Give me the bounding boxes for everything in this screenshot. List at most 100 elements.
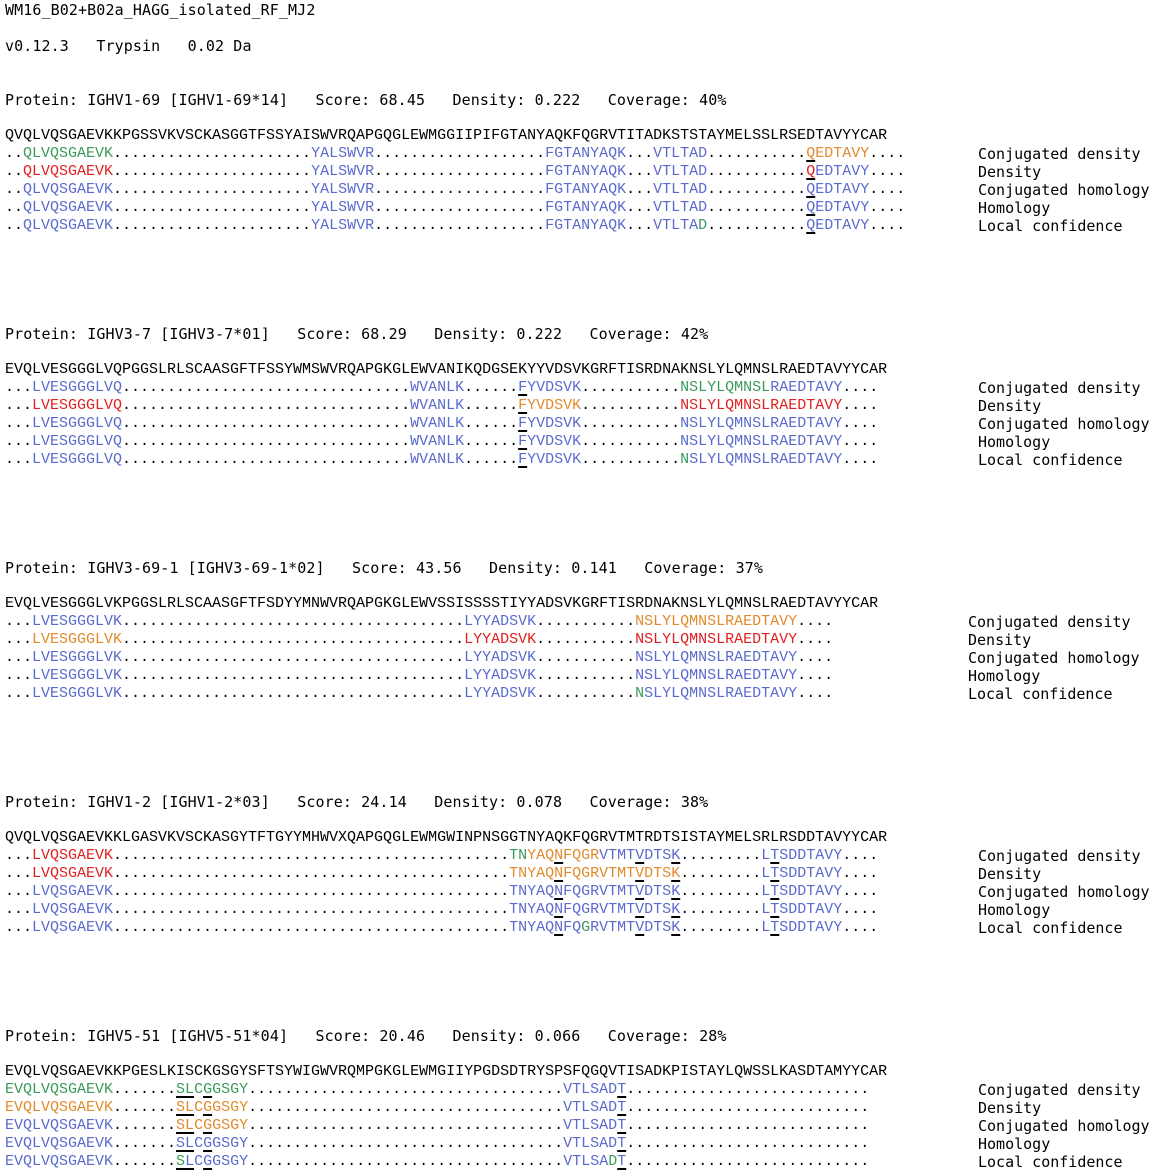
enzyme-label: Trypsin (96, 37, 161, 55)
track-label: Conjugated density (978, 145, 1141, 163)
peptide-segment: LVQSGAEVK (32, 847, 114, 864)
gap-segment: ... (626, 199, 654, 216)
gap-segment: ... (5, 379, 33, 396)
gap-segment: ................................ (122, 433, 411, 450)
peptide-segment: YVDSVK (527, 415, 582, 432)
peptide-segment: NSLYLQMNSL (635, 613, 726, 630)
peptide-segment: LYYADSVK (464, 649, 537, 666)
gap-segment: ........................................… (113, 919, 510, 936)
peptide-segment: C (194, 1099, 204, 1116)
peptide-segment: YALSWVR (311, 181, 375, 198)
protein-name: IGHV5-51 (87, 1027, 161, 1045)
peptide-segment: FQGRVTMT (563, 901, 636, 918)
peptide-segment: C (194, 1135, 204, 1152)
track-label: Density (978, 163, 1042, 181)
peptide-segment: G (581, 919, 591, 936)
peptide-segment: L (761, 919, 771, 936)
peptide-segment: FQGRVTMT (563, 865, 636, 882)
gap-segment: .... (869, 181, 906, 198)
peptide-segment: YVDSVK (527, 433, 582, 450)
protein-label: Protein: (5, 793, 79, 811)
gap-segment: ... (5, 901, 33, 918)
protein-density: 0.222 (534, 91, 581, 109)
gap-segment: ...................................... (122, 631, 465, 648)
score-label: Score: (315, 91, 371, 109)
reference-sequence: EVQLVQSGAEVKKPGESLKISCKGSGYSFTSYWIGWVRQM… (5, 1063, 888, 1080)
alignment-track: ...LVQSGAEVK............................… (5, 847, 878, 865)
peptide-segment: FQGRVTMT (563, 883, 636, 900)
peptide-segment: LVESGGGLVK (32, 685, 123, 702)
peptide-segment: DTS (644, 847, 672, 864)
peptide-segment: TNYAQ (509, 919, 555, 936)
peptide-segment: WVANLK (410, 415, 465, 432)
density-label: Density: (434, 325, 508, 343)
peptide-segment: GSGY (212, 1099, 249, 1116)
gap-segment: .... (842, 847, 879, 864)
gap-segment: ........... (581, 397, 681, 414)
peptide-segment: SL (176, 1099, 195, 1116)
gap-segment: ................... (374, 181, 546, 198)
peptide-segment: VTLSAD (563, 1117, 618, 1134)
peptide-segment: V (635, 847, 645, 864)
gap-segment: ...................................... (122, 685, 465, 702)
score-label: Score: (297, 325, 353, 343)
peptide-segment: SLYLQMNSLRAEDTAVY (689, 451, 843, 468)
gap-segment: ........... (581, 379, 681, 396)
peptide-segment: WVANLK (410, 397, 465, 414)
protein-coverage: 28% (699, 1027, 727, 1045)
gap-segment: .... (869, 199, 906, 216)
protein-allele: [IGHV1-2*03] (160, 793, 270, 811)
peptide-segment: G (203, 1099, 213, 1116)
peptide-segment: GSGY (212, 1117, 249, 1134)
peptide-segment: NSLYLQMNSLRAEDTAVY (635, 667, 798, 684)
protein-score: 20.46 (379, 1027, 426, 1045)
peptide-segment: T (617, 1135, 627, 1152)
alignment-track: EVQLVQSGAEVK.......SLCGGSGY.............… (5, 1135, 869, 1153)
alignment-track: ...LVESGGGLVK...........................… (5, 613, 833, 631)
peptide-segment: GSGY (212, 1135, 249, 1152)
alignment-track: ..QLVQSGAEVK......................YALSWV… (5, 163, 905, 181)
track-label: Conjugated homology (978, 883, 1150, 901)
protein-label: Protein: (5, 325, 79, 343)
peptide-segment: LVESGGGLVQ (32, 379, 123, 396)
gap-segment: ... (5, 613, 33, 630)
peptide-segment: VTLTAD (653, 181, 708, 198)
peptide-segment: NSLYLQMNSL (680, 379, 771, 396)
gap-segment: ... (5, 667, 33, 684)
peptide-segment: F (518, 433, 528, 450)
gap-segment: .... (842, 919, 879, 936)
peptide-segment: RVTMT (590, 919, 636, 936)
peptide-segment: G (203, 1081, 213, 1098)
gap-segment: ................................... (248, 1153, 564, 1170)
track-label: Homology (968, 667, 1041, 685)
gap-segment: ................... (374, 199, 546, 216)
alignment-track: ..QLVQSGAEVK......................YALSWV… (5, 145, 905, 163)
peptide-segment: T (770, 919, 780, 936)
gap-segment: .... (797, 613, 834, 630)
peptide-segment: T (617, 1099, 627, 1116)
track-label: Local confidence (978, 1153, 1123, 1171)
peptide-segment: LYYADSVK (464, 631, 537, 648)
protein-coverage: 38% (680, 793, 709, 811)
protein-label: Protein: (5, 559, 79, 577)
peptide-segment: EVQLVQSGAEVK (5, 1099, 114, 1116)
protein-coverage: 37% (735, 559, 763, 577)
gap-segment: ...... (464, 451, 519, 468)
gap-segment: ... (626, 145, 654, 162)
peptide-segment: RAEDTAVY (725, 613, 798, 630)
tolerance-label: 0.02 Da (187, 37, 252, 55)
peptide-segment: Q (806, 145, 816, 162)
alignment-track: ...LVESGGGLVK...........................… (5, 631, 833, 649)
gap-segment: ................................... (248, 1117, 564, 1134)
peptide-segment: LVQSGAEVK (32, 901, 114, 918)
gap-segment: ....... (113, 1153, 177, 1170)
peptide-segment: EDTAVY (815, 199, 870, 216)
protein-name: IGHV1-2 (87, 793, 152, 811)
alignment-track: EVQLVQSGAEVK.......SLCGGSGY.............… (5, 1081, 869, 1099)
track-label: Density (978, 1099, 1042, 1117)
coverage-label: Coverage: (607, 91, 690, 109)
peptide-segment: FQGR (563, 847, 600, 864)
track-label: Local confidence (968, 685, 1113, 703)
alignment-track: ..QLVQSGAEVK......................YALSWV… (5, 181, 905, 199)
peptide-segment: N (554, 901, 564, 918)
